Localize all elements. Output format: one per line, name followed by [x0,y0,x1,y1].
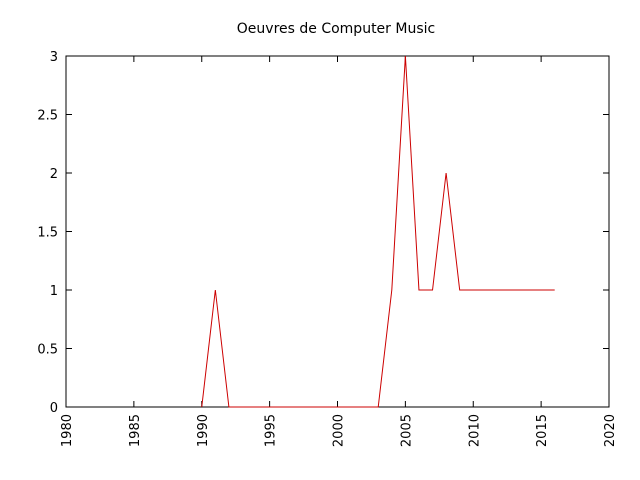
y-tick-label: 0.5 [37,343,58,358]
plot-frame [65,55,610,408]
y-tick-label: 2 [50,167,58,182]
y-tick-label: 1.5 [37,226,58,241]
chart-title: Oeuvres de Computer Music [237,21,435,37]
x-tick-label: 2020 [603,414,618,447]
x-tick-label: 1985 [128,414,143,447]
series-layer [201,55,555,408]
y-tick-label: 2.5 [37,109,58,124]
y-tick-label: 3 [50,50,58,65]
series-line-0 [201,55,555,408]
x-tick-label: 2010 [467,414,482,447]
x-tick-label: 1980 [60,414,75,447]
x-tick-label: 1995 [264,414,279,447]
x-axis: 1980 1985 1990 1995 2000 2005 2010 2015 2020 [60,56,618,447]
y-tick-label: 1 [50,284,58,299]
y-tick-label: 0 [50,401,58,416]
x-tick-label: 2000 [332,414,347,447]
y-axis: 0 0.5 1 1.5 2 2.5 3 [37,50,609,416]
x-tick-label: 2015 [535,414,550,447]
x-tick-label: 2005 [399,414,414,447]
x-tick-label: 1990 [196,414,211,447]
